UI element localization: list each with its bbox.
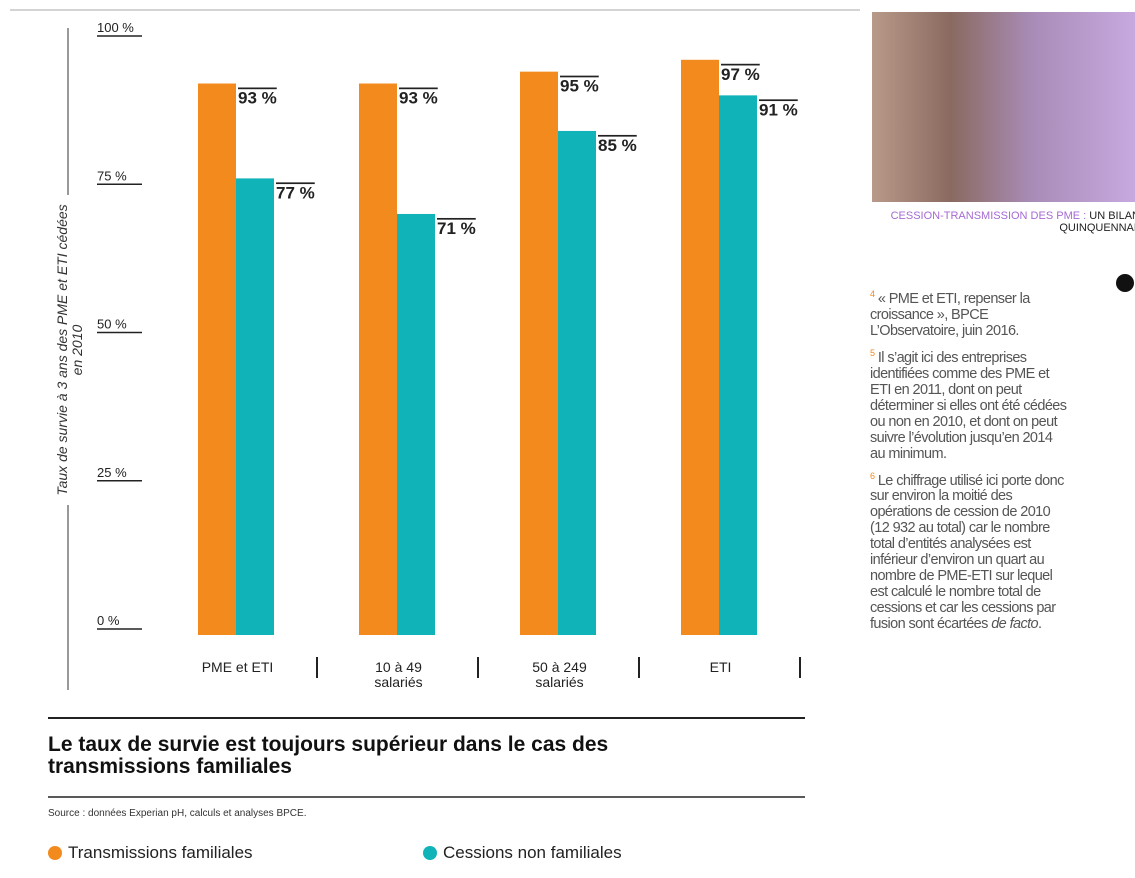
source: Source : données Experian pH, calculs et… (48, 808, 307, 819)
data-label: 93 % (399, 89, 438, 108)
legend-item: Cessions non familiales (423, 843, 622, 863)
data-label: 91 % (759, 100, 798, 119)
chart-title: Le taux de survie est toujours supérieur… (48, 733, 609, 778)
y-tick-label: 0 % (97, 613, 120, 628)
bar (520, 71, 558, 635)
bar (681, 59, 719, 636)
bar (359, 83, 397, 635)
footnotes: 4 « PME et ETI, repenser la croissance »… (870, 286, 1070, 638)
legend-item: Transmissions familiales (48, 843, 253, 863)
bar (719, 95, 757, 636)
chart: 0 % 25 % 50 % 75 % 100 % 93 % 77 % 93 % 71 % 95 %… (10, 9, 860, 798)
caption-highlight: CESSION-TRANSMISSION DES PME : (890, 210, 1087, 222)
bar (558, 130, 596, 635)
footnote: 6 Le chiffrage utilisé ici porte donc su… (870, 468, 1070, 633)
data-label: 95 % (560, 77, 599, 96)
data-label: 97 % (721, 65, 760, 84)
bar (198, 83, 236, 635)
legend-swatch (48, 846, 62, 860)
y-tick-label: 100 % (97, 20, 134, 35)
data-label: 77 % (276, 183, 315, 202)
legend-label: Transmissions familiales (68, 843, 253, 862)
x-tick-label: PME et ETI (201, 659, 274, 675)
footnote-marker: 4 (870, 289, 875, 299)
y-axis-label: Taux de survie à 3 ans des PME et ETI cé… (54, 204, 85, 496)
footnote-end: . (1038, 616, 1042, 633)
bar (397, 213, 435, 635)
caption-rest: UN BILAN QUINQUENNAL (1059, 210, 1135, 234)
bullet (1116, 274, 1134, 292)
bar (236, 178, 274, 635)
y-tick-label: 50 % (97, 317, 127, 332)
footnote-text: Il s’agit ici des entreprises identifiée… (870, 349, 1067, 462)
x-tick-label: 10 à 49 salariés (374, 659, 423, 690)
legend-label: Cessions non familiales (443, 843, 622, 862)
photo (872, 12, 1135, 202)
y-tick-label: 25 % (97, 465, 127, 480)
footnote-marker: 5 (870, 347, 875, 358)
legend-swatch (423, 846, 437, 860)
x-tick-label: 50 à 249 salariés (532, 659, 587, 690)
data-label: 85 % (598, 136, 637, 155)
data-label: 93 % (238, 89, 277, 108)
data-label: 71 % (437, 219, 476, 238)
caption: CESSION-TRANSMISSION DES PME : UN BILAN … (880, 210, 1135, 234)
footnote-italic: de facto (991, 616, 1039, 633)
footnote-text: Le chiffrage utilisé ici porte donc sur … (870, 472, 1064, 633)
footnote-text: « PME et ETI, repenser la croissance », … (870, 290, 1030, 339)
footnote: 5 Il s’agit ici des entreprises identifi… (870, 345, 1070, 462)
y-tick-label: 75 % (97, 168, 127, 183)
footnote-marker: 6 (870, 470, 875, 481)
x-tick-label: ETI (709, 659, 732, 675)
footnote: 4 « PME et ETI, repenser la croissance »… (870, 286, 1070, 339)
